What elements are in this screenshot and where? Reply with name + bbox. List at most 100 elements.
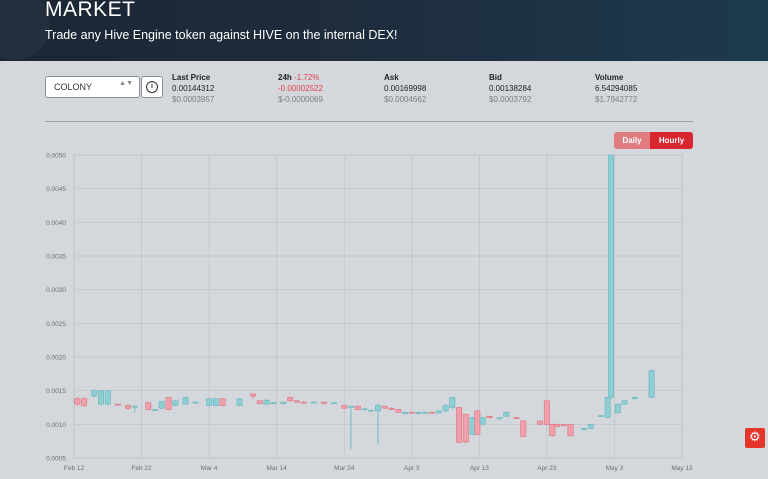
divider — [45, 121, 693, 122]
candle-body — [560, 424, 567, 426]
page-title: MARKET — [45, 0, 136, 21]
stat-volume: Volume 6.54294085 $1.7942772 — [595, 72, 637, 105]
candle-body — [449, 397, 456, 408]
stat-label: 24h — [278, 73, 292, 82]
price-chart[interactable]: 0.0005 0.0010 0.0015 0.0020 0.0025 0.0030 0.00… — [0, 145, 768, 475]
stat-value: 6.54294085 — [595, 84, 638, 93]
x-tick-label: May 13 — [671, 465, 693, 472]
token-info-button[interactable]: i — [141, 76, 163, 98]
candle-body — [648, 370, 655, 398]
candle-body — [402, 411, 408, 414]
candle-body — [608, 154, 615, 398]
stat-bid: Bid 0.00138284 $0.0003792 — [489, 72, 531, 105]
candle-body — [422, 411, 429, 414]
x-tick-label: Feb 22 — [131, 465, 152, 472]
x-tick-label: Mar 24 — [334, 465, 355, 472]
candle-body — [98, 390, 104, 405]
candle-body — [104, 390, 111, 405]
candle-body — [435, 410, 442, 414]
stat-24h: 24h -1.72% -0.00002522 $-0.0000069 — [278, 72, 323, 105]
candle-body — [341, 405, 348, 409]
candle-body — [597, 415, 604, 417]
candle-body — [567, 424, 574, 437]
y-tick-label: 0.0035 — [46, 254, 66, 261]
candle-body — [250, 393, 256, 397]
candle-body — [442, 405, 449, 412]
candle-body — [587, 424, 594, 429]
stat-pct: -1.72% — [294, 73, 320, 82]
candle-body — [158, 401, 165, 409]
candle-body — [91, 390, 98, 397]
x-tick-label: Mar 14 — [267, 465, 288, 472]
candle-body — [152, 409, 159, 411]
settings-button[interactable]: ⚙ — [745, 428, 765, 448]
candle-body — [131, 405, 138, 408]
token-select[interactable]: COLONY ▲▼ — [45, 76, 140, 98]
hourly-button[interactable]: Hourly — [650, 132, 693, 149]
candle-body — [145, 402, 152, 410]
candle-body — [408, 411, 415, 414]
candle-body — [165, 397, 172, 410]
candle-body — [513, 417, 520, 419]
candle-body — [192, 401, 199, 404]
header-gear-decoration — [0, 0, 50, 60]
candle-body — [361, 408, 368, 411]
candle-body — [479, 417, 486, 425]
y-tick-label: 0.0015 — [46, 388, 66, 395]
x-tick-label: May 3 — [606, 465, 624, 472]
y-tick-label: 0.0020 — [46, 355, 66, 362]
candle-body — [236, 398, 243, 406]
candle-body — [114, 403, 121, 406]
stat-usd: $0.0004662 — [384, 95, 427, 104]
candle-body — [486, 416, 493, 418]
candle-body — [81, 398, 88, 406]
candle-body — [462, 413, 469, 443]
y-tick-label: 0.0005 — [46, 456, 66, 463]
y-tick-label: 0.0030 — [46, 287, 66, 294]
stat-last-price: Last Price 0.00144312 $0.0003957 — [172, 72, 214, 105]
y-tick-label: 0.0010 — [46, 422, 66, 429]
candle-body — [287, 397, 294, 402]
y-tick-label: 0.0045 — [46, 186, 66, 193]
candle-body — [368, 409, 375, 412]
stat-value: 0.00169998 — [384, 84, 427, 93]
candle-body — [581, 428, 587, 430]
candle-body — [474, 410, 481, 435]
x-tick-label: Apr 13 — [470, 465, 490, 472]
candle-body — [604, 397, 611, 418]
candle-body — [631, 397, 638, 399]
y-tick-label: 0.0050 — [46, 153, 66, 160]
candle-body — [206, 398, 213, 406]
candle-body — [182, 397, 189, 405]
candle-body — [348, 405, 354, 408]
y-tick-label: 0.0040 — [46, 220, 66, 227]
stat-ask: Ask 0.00169998 $0.0004662 — [384, 72, 426, 105]
x-tick-label: Mar 4 — [201, 465, 218, 472]
x-tick-label: Feb 12 — [64, 465, 85, 472]
page-header: MARKET Trade any Hive Engine token again… — [0, 0, 768, 61]
candle-body — [415, 411, 422, 414]
daily-button[interactable]: Daily — [614, 132, 650, 149]
x-tick-label: Apr 23 — [537, 465, 557, 472]
candle-body — [456, 407, 463, 443]
stat-label: Bid — [489, 73, 502, 82]
stat-label: Last Price — [172, 73, 211, 82]
candle-body — [331, 402, 338, 405]
candle-body — [503, 411, 510, 417]
candle-body — [520, 420, 527, 437]
candle-body — [321, 401, 327, 404]
candle-body — [496, 417, 503, 420]
candle-body — [212, 398, 219, 406]
candle-body — [125, 405, 131, 409]
select-arrows-icon: ▲▼ — [119, 80, 133, 87]
stat-label: Ask — [384, 73, 399, 82]
candle-body — [537, 420, 544, 425]
candle-body — [395, 409, 402, 413]
token-select-value: COLONY — [54, 82, 93, 92]
candle-body — [74, 398, 81, 405]
candle-body — [381, 405, 388, 409]
candle-body — [172, 400, 179, 406]
stat-value: -0.00002522 — [278, 84, 323, 93]
gear-icon: ⚙ — [749, 429, 761, 444]
candle-body — [614, 403, 621, 414]
